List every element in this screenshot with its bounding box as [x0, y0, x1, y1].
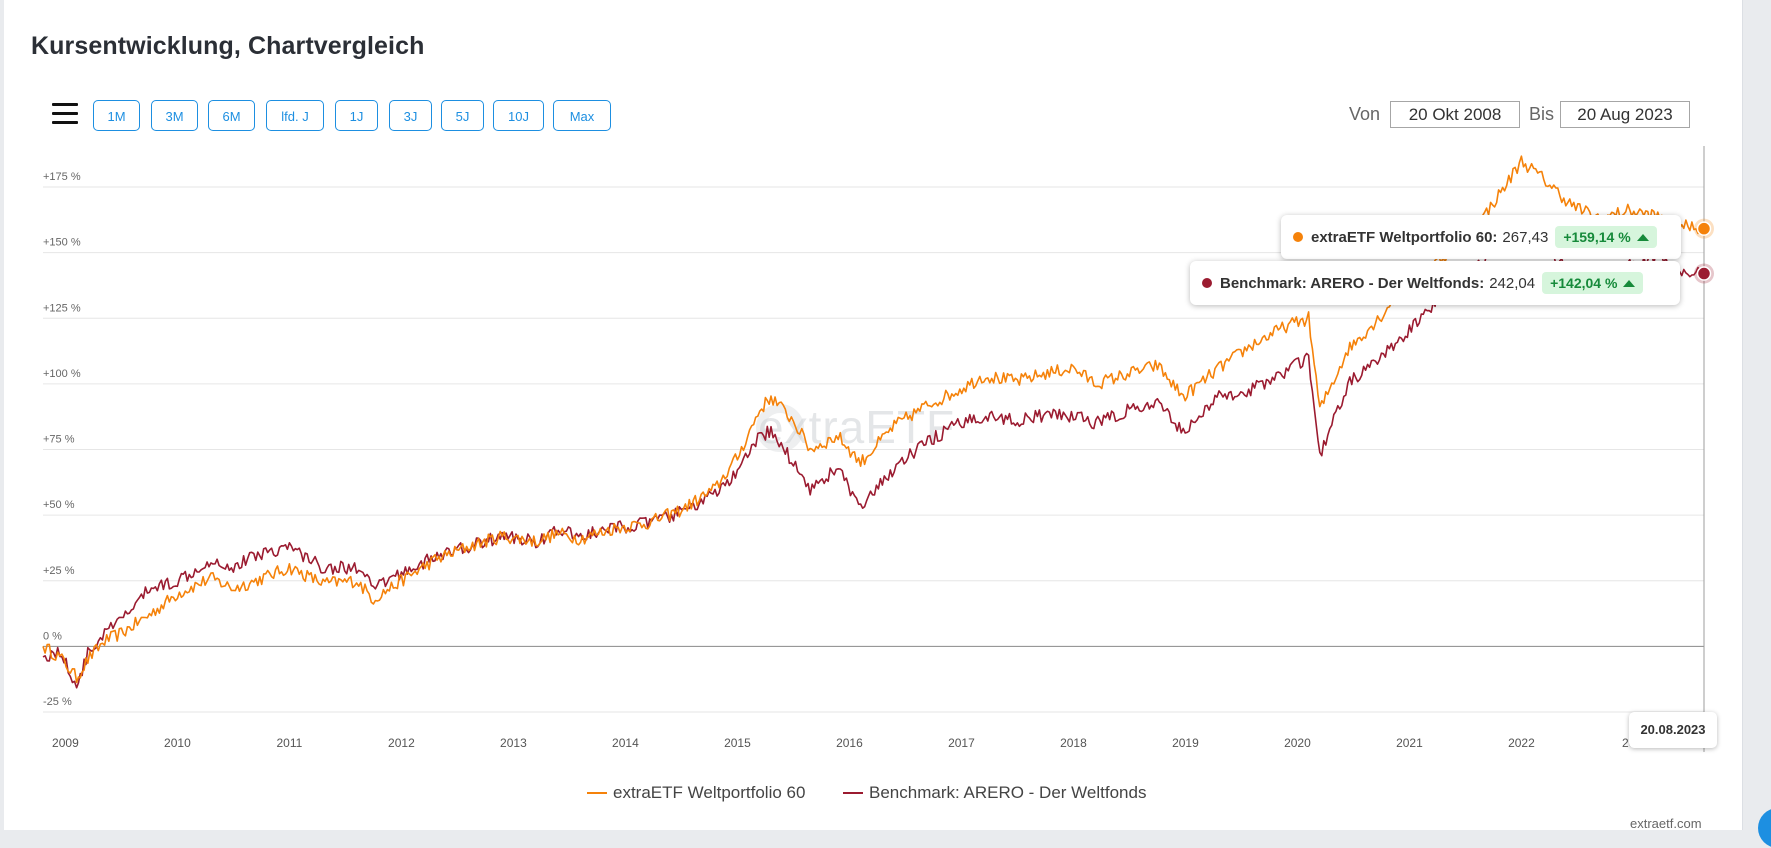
- tooltip-series1-change: +159,14 %: [1555, 226, 1657, 248]
- end-marker-2: [1696, 266, 1712, 281]
- y-tick-label: +75 %: [43, 434, 75, 446]
- range-button-ytd[interactable]: lfd. J: [266, 100, 324, 131]
- range-button-3m[interactable]: 3M: [151, 100, 198, 131]
- x-tick-label: 2012: [388, 736, 415, 750]
- tooltip-series1: extraETF Weltportfolio 60: 267,43 +159,1…: [1281, 215, 1681, 259]
- legend-label-series2: Benchmark: ARERO - Der Weltfonds: [869, 783, 1147, 802]
- range-button-10j[interactable]: 10J: [493, 100, 544, 131]
- y-tick-label: +150 %: [43, 237, 81, 249]
- watermark: extraETF: [758, 401, 956, 453]
- from-date-input[interactable]: [1390, 101, 1520, 128]
- chart-card: Kursentwicklung, Chartvergleich 1M 3M 6M…: [4, 0, 1743, 830]
- end-markers: [1694, 218, 1714, 284]
- y-tick-label: +50 %: [43, 499, 75, 511]
- line-chart: -25 % 0 % +25 % +50 % +75 % +100 % +125 % +150 …: [42, 146, 1714, 752]
- end-marker-1: [1696, 221, 1712, 236]
- x-tick-label: 2015: [724, 736, 751, 750]
- page-title: Kursentwicklung, Chartvergleich: [31, 32, 425, 60]
- legend-item-series2[interactable]: Benchmark: ARERO - Der Weltfonds: [843, 783, 1146, 803]
- tooltip-series1-name: extraETF Weltportfolio 60:: [1311, 228, 1498, 246]
- x-tick-label: 2018: [1060, 736, 1087, 750]
- y-tick-label: +25 %: [43, 565, 75, 577]
- x-tick-label: 2022: [1508, 736, 1535, 750]
- x-tick-label: 2019: [1172, 736, 1199, 750]
- range-button-3j[interactable]: 3J: [389, 100, 432, 131]
- grid: [43, 186, 1704, 713]
- up-arrow-icon: [1636, 233, 1649, 241]
- series1-dot-icon: [1293, 232, 1303, 242]
- y-tick-label: +100 %: [43, 368, 81, 380]
- to-date-input[interactable]: [1560, 101, 1690, 128]
- watermark-logo-icon: [756, 404, 804, 452]
- to-label: Bis: [1529, 104, 1555, 124]
- x-tick-label: 2011: [276, 736, 302, 750]
- tooltip-series2-name: Benchmark: ARERO - Der Weltfonds:: [1220, 274, 1485, 292]
- tooltip-series2-value: 242,04: [1489, 274, 1536, 292]
- x-tick-label: 2010: [164, 736, 191, 750]
- y-tick-label: +125 %: [43, 302, 81, 314]
- hamburger-icon[interactable]: [52, 103, 78, 125]
- range-button-1j[interactable]: 1J: [335, 100, 378, 131]
- series-line-2: [42, 223, 1705, 689]
- legend-swatch-series2: [843, 792, 863, 794]
- crosshair-date-badge: 20.08.2023: [1629, 712, 1717, 748]
- x-tick-label: 2009: [52, 736, 79, 750]
- tooltip-series2: Benchmark: ARERO - Der Weltfonds: 242,04…: [1190, 261, 1680, 305]
- range-button-max[interactable]: Max: [553, 100, 611, 131]
- x-tick-label: 2016: [836, 736, 863, 750]
- tooltip-series2-change: +142,04 %: [1542, 272, 1644, 294]
- x-tick-label: 2021: [1396, 736, 1423, 750]
- x-tick-label: 2013: [500, 736, 527, 750]
- range-button-1m[interactable]: 1M: [93, 100, 140, 131]
- tooltip-series1-value: 267,43: [1502, 228, 1549, 246]
- from-label: Von: [1349, 104, 1381, 124]
- up-arrow-icon: [1623, 279, 1636, 287]
- x-tick-label: 2014: [612, 736, 639, 750]
- legend-item-series1[interactable]: extraETF Weltportfolio 60: [587, 783, 805, 803]
- x-tick-label: 2017: [948, 736, 975, 750]
- credit-text[interactable]: extraetf.com: [1630, 816, 1702, 831]
- y-tick-label: -25 %: [43, 696, 72, 708]
- legend-swatch-series1: [587, 792, 607, 794]
- y-tick-label: 0 %: [43, 630, 62, 642]
- y-axis: -25 % 0 % +25 % +50 % +75 % +100 % +125 % +150 …: [43, 171, 81, 708]
- x-axis: 2009 2010 2011 2012 2013 2014 2015 2016 2017 2018…: [52, 736, 1535, 750]
- range-button-6m[interactable]: 6M: [208, 100, 255, 131]
- legend-label-series1: extraETF Weltportfolio 60: [613, 783, 806, 802]
- x-tick-label: 2020: [1284, 736, 1311, 750]
- y-tick-label: +175 %: [43, 171, 81, 183]
- series2-dot-icon: [1202, 278, 1212, 288]
- range-button-5j[interactable]: 5J: [441, 100, 484, 131]
